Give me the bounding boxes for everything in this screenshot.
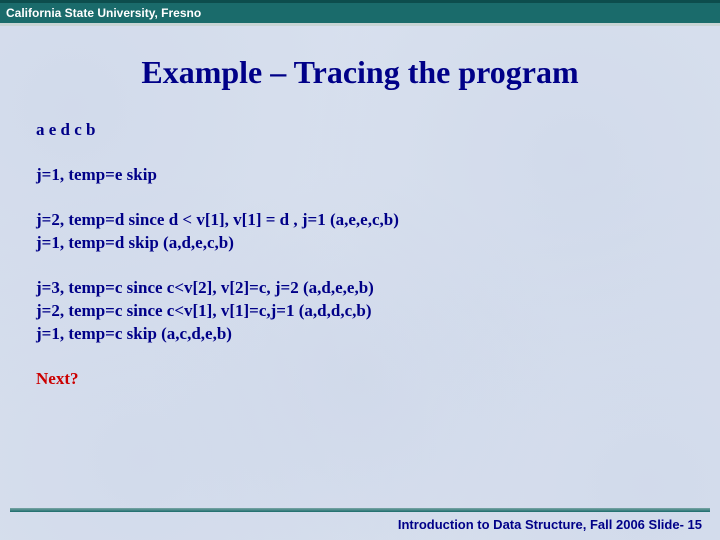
slide-title: Example – Tracing the program bbox=[0, 54, 720, 91]
trace-j2-block: j=2, temp=d since d < v[1], v[1] = d , j… bbox=[36, 209, 684, 255]
footer-text: Introduction to Data Structure, Fall 200… bbox=[398, 517, 702, 532]
trace-j2-line2: j=1, temp=d skip (a,d,e,c,b) bbox=[36, 233, 234, 252]
header-bar: California State University, Fresno bbox=[0, 0, 720, 26]
trace-j3-block: j=3, temp=c since c<v[2], v[2]=c, j=2 (a… bbox=[36, 277, 684, 346]
header-org: California State University, Fresno bbox=[6, 6, 201, 20]
trace-j3-line2: j=2, temp=c since c<v[1], v[1]=c,j=1 (a,… bbox=[36, 301, 371, 320]
slide-content: a e d c b j=1, temp=e skip j=2, temp=d s… bbox=[0, 119, 720, 391]
trace-j1: j=1, temp=e skip bbox=[36, 164, 684, 187]
footer-rule bbox=[10, 508, 710, 512]
trace-input: a e d c b bbox=[36, 119, 684, 142]
next-prompt: Next? bbox=[36, 368, 684, 391]
trace-j3-line3: j=1, temp=c skip (a,c,d,e,b) bbox=[36, 324, 232, 343]
trace-j3-line1: j=3, temp=c since c<v[2], v[2]=c, j=2 (a… bbox=[36, 278, 374, 297]
trace-j2-line1: j=2, temp=d since d < v[1], v[1] = d , j… bbox=[36, 210, 399, 229]
